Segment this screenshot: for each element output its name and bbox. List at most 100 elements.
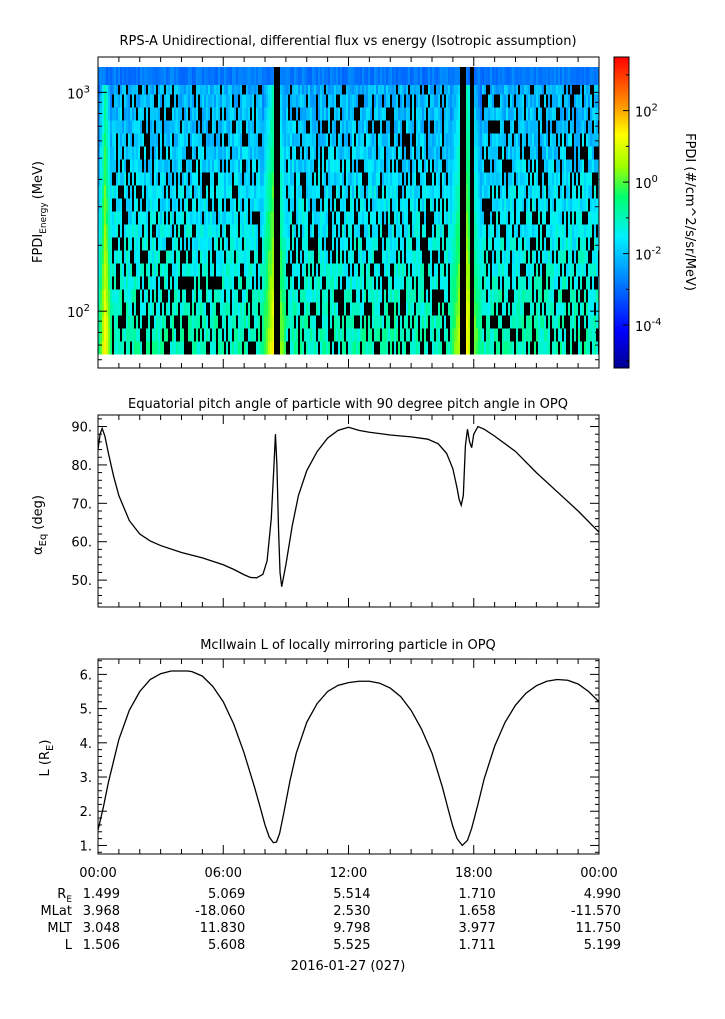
- heatmap-cell: [284, 328, 287, 342]
- heatmap-cell: [374, 289, 377, 303]
- heatmap-cell: [212, 315, 215, 329]
- heatmap-cell: [230, 81, 233, 95]
- heatmap-cell: [282, 302, 285, 316]
- heatmap-cell: [306, 237, 309, 251]
- heatmap-cell: [310, 250, 313, 264]
- heatmap-cell: [280, 302, 283, 316]
- heatmap-cell: [440, 94, 443, 108]
- heatmap-cell: [410, 263, 413, 277]
- heatmap-cell: [398, 172, 401, 186]
- heatmap-cell: [446, 211, 449, 225]
- heatmap-cell: [414, 81, 417, 95]
- heatmap-cell: [208, 198, 211, 212]
- heatmap-cell: [310, 81, 313, 95]
- heatmap-cell: [410, 172, 413, 186]
- heatmap-cell: [190, 185, 193, 199]
- heatmap-cell: [370, 107, 373, 121]
- heatmap-cell: [472, 289, 475, 303]
- heatmap-cell: [504, 289, 507, 303]
- heatmap-cell: [120, 198, 123, 212]
- heatmap-cell: [524, 263, 527, 277]
- heatmap-cell: [336, 341, 339, 355]
- heatmap-cell: [218, 328, 221, 342]
- heatmap-cell: [448, 172, 451, 186]
- heatmap-cell: [428, 289, 431, 303]
- heatmap-cell: [346, 315, 349, 329]
- heatmap-cell: [452, 211, 455, 225]
- heatmap-cell: [118, 94, 121, 108]
- heatmap-cell: [508, 107, 511, 121]
- heatmap-cell: [300, 172, 303, 186]
- heatmap-cell: [428, 341, 431, 355]
- heatmap-cell: [368, 172, 371, 186]
- heatmap-cell: [348, 81, 351, 95]
- heatmap-cell: [306, 328, 309, 342]
- heatmap-cell: [112, 94, 115, 108]
- heatmap-cell: [230, 211, 233, 225]
- heatmap-cell: [146, 250, 149, 264]
- heatmap-cell: [400, 289, 403, 303]
- heatmap-cell: [398, 328, 401, 342]
- heatmap-cell: [498, 159, 501, 173]
- heatmap-cell: [356, 81, 359, 95]
- heatmap-cell: [208, 107, 211, 121]
- heatmap-cell: [394, 67, 397, 85]
- heatmap-cell: [416, 107, 419, 121]
- heatmap-cell: [486, 146, 489, 160]
- heatmap-cell: [374, 276, 377, 290]
- heatmap-cell: [376, 94, 379, 108]
- heatmap-cell: [122, 94, 125, 108]
- heatmap-cell: [182, 120, 185, 134]
- heatmap-cell: [320, 302, 323, 316]
- heatmap-cell: [206, 263, 209, 277]
- heatmap-cell: [302, 67, 305, 85]
- heatmap-cell: [516, 81, 519, 95]
- heatmap-cell: [252, 250, 255, 264]
- heatmap-cell: [398, 146, 401, 160]
- heatmap-cell: [470, 185, 473, 199]
- heatmap-cell: [102, 159, 105, 173]
- heatmap-cell: [300, 198, 303, 212]
- heatmap-cell: [176, 81, 179, 95]
- heatmap-cell: [206, 120, 209, 134]
- heatmap-cell: [286, 172, 289, 186]
- heatmap-cell: [206, 185, 209, 199]
- heatmap-cell: [226, 276, 229, 290]
- heatmap-cell: [280, 67, 283, 85]
- heatmap-cell: [348, 120, 351, 134]
- heatmap-cell: [194, 120, 197, 134]
- heatmap-cell: [270, 172, 273, 186]
- heatmap-cell: [372, 107, 375, 121]
- heatmap-cell: [414, 185, 417, 199]
- heatmap-cell: [122, 237, 125, 251]
- heatmap-cell: [488, 250, 491, 264]
- heatmap-cell: [452, 276, 455, 290]
- heatmap-cell: [512, 94, 515, 108]
- heatmap-cell: [464, 276, 467, 290]
- heatmap-cell: [524, 237, 527, 251]
- heatmap-cell: [172, 81, 175, 95]
- heatmap-cell: [448, 146, 451, 160]
- heatmap-cell: [306, 107, 309, 121]
- heatmap-cell: [318, 185, 321, 199]
- heatmap-cell: [198, 250, 201, 264]
- heatmap-cell: [224, 250, 227, 264]
- heatmap-cell: [424, 185, 427, 199]
- heatmap-cell: [188, 328, 191, 342]
- heatmap-cell: [530, 315, 533, 329]
- heatmap-cell: [274, 211, 277, 225]
- heatmap-cell: [338, 224, 341, 238]
- heatmap-cell: [102, 120, 105, 134]
- heatmap-cell: [508, 185, 511, 199]
- heatmap-cell: [330, 302, 333, 316]
- heatmap-cell: [170, 133, 173, 147]
- heatmap-cell: [486, 250, 489, 264]
- heatmap-cell: [236, 302, 239, 316]
- heatmap-cell: [500, 94, 503, 108]
- heatmap-cell: [248, 81, 251, 95]
- heatmap-cell: [252, 328, 255, 342]
- heatmap-cell: [188, 237, 191, 251]
- heatmap-cell: [402, 250, 405, 264]
- heatmap-cell: [228, 133, 231, 147]
- heatmap-cell: [514, 107, 517, 121]
